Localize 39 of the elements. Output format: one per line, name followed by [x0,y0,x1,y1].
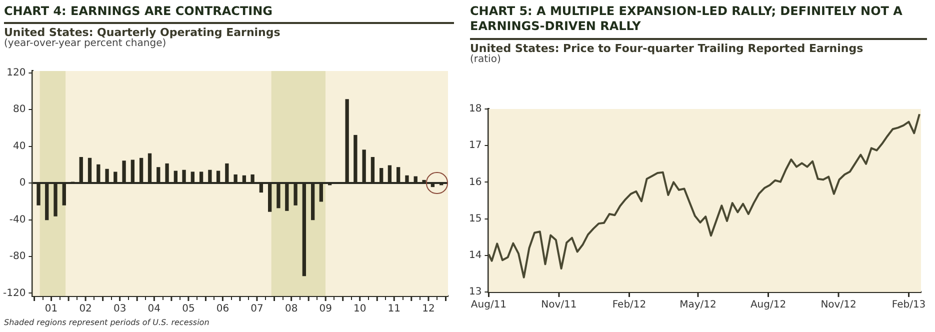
x-tick-label: 02 [79,304,92,315]
y-tick-label: 40 [12,140,26,152]
x-tick-label: Nov/12 [820,300,856,311]
x-tick-label: 08 [284,304,298,315]
y-tick-label: 16 [468,176,482,188]
y-axis-title: (ratio) [470,54,501,65]
y-tick-label: 17 [468,140,482,152]
y-tick-label: 15 [468,213,482,224]
x-tick-label: 01 [44,304,58,315]
y-tick-label: 13 [468,286,482,298]
y-tick-label: -80 [9,251,26,262]
x-tick-label: 09 [319,304,332,315]
y-tick-label: -40 [9,214,26,226]
x-tick-label: Aug/11 [470,300,507,311]
chart-subtitle: United States: Quarterly Operating Earnings [4,22,454,39]
y-tick-label: -120 [2,288,26,299]
x-tick-label: Feb/13 [892,300,926,311]
x-tick-label: 04 [148,304,161,315]
chart-title: CHART 4: EARNINGS ARE CONTRACTING [4,4,274,19]
x-tick-label: Aug/12 [750,300,786,311]
x-tick-label: May/12 [680,300,716,311]
x-tick-label: 03 [113,304,126,315]
y-tick-label: 14 [468,250,482,261]
x-tick-label: 05 [182,304,195,315]
x-tick-label: 07 [250,304,264,315]
text: Shaded regions represent periods of U.S. recession [4,318,210,327]
x-tick-label: Feb/12 [612,300,646,311]
y-tick-label: 120 [6,67,26,78]
chart-subtitle: United States: Price to Four-quarter Trailing Reported Earnings [470,38,927,55]
x-tick-label: 11 [388,304,400,315]
y-tick-label: 0 [19,178,26,189]
x-tick-label: Nov/11 [541,300,577,311]
x-tick-label: 06 [216,304,230,315]
chart-title: CHART 5: A MULTIPLE EXPANSION-LED RALLY; DEFINITELY NOT A EARNINGS-DRIVEN RALLY [470,4,904,34]
x-tick-label: 12 [422,304,435,315]
y-tick-label: 80 [12,104,26,116]
y-tick-label: 18 [468,104,482,115]
y-axis-title: (year-over-year percent change) [4,38,166,49]
x-tick-label: 10 [353,304,366,315]
